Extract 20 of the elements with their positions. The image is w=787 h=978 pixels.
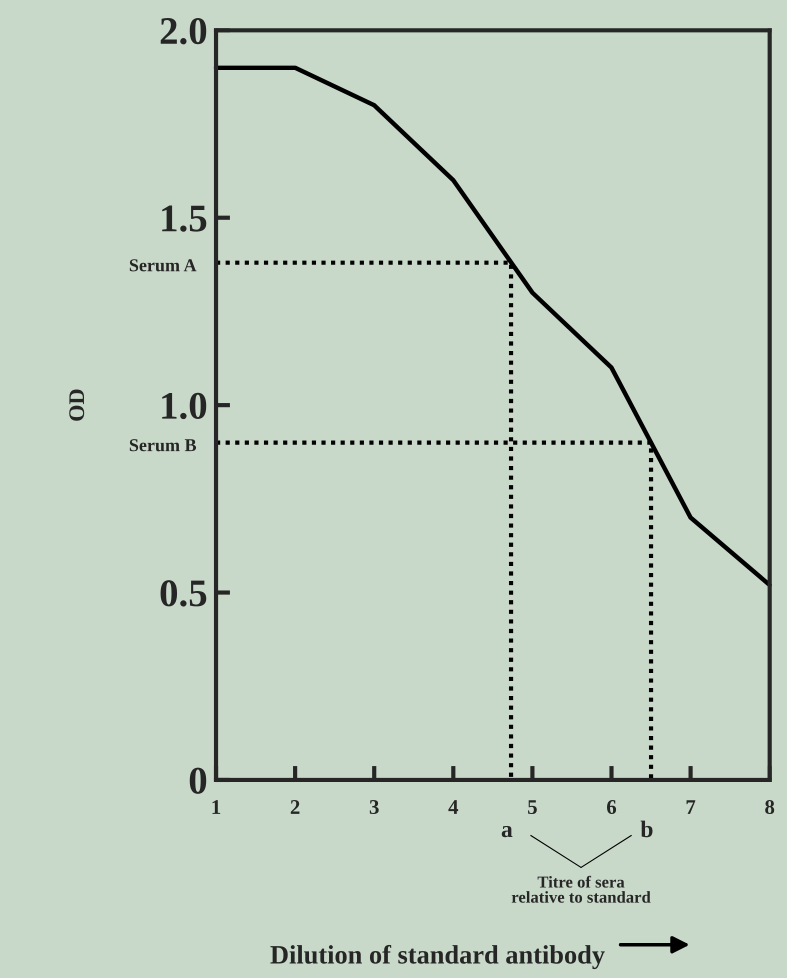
y-tick-label: 0.5 — [160, 580, 206, 607]
x-tick-label: 2 — [290, 800, 300, 814]
x-tick-label: 4 — [448, 800, 458, 814]
x-tick-label: 5 — [528, 800, 537, 814]
y-tick-label: 1.0 — [162, 392, 206, 420]
x-tick-label: 8 — [765, 800, 774, 814]
text: Titre of sera relative to standard — [512, 876, 651, 903]
x-axis-title: Dilution of standard antibody — [270, 944, 605, 970]
y-axis-title: OD — [69, 390, 84, 421]
x-tick-label: 6 — [607, 800, 616, 814]
x-tick-label: 7 — [686, 800, 696, 814]
x-tick-label: 1 — [212, 800, 220, 814]
y-tick-label: 1.5 — [162, 206, 206, 232]
series-label: Serum A — [130, 259, 196, 272]
series-label: Serum B — [130, 439, 196, 452]
y-tick-label: 2.0 — [160, 18, 206, 44]
annotation: a — [502, 826, 512, 838]
annotation: b — [640, 820, 652, 838]
y-tick-label: 0 — [190, 768, 206, 794]
x-tick-label: 3 — [370, 800, 379, 814]
